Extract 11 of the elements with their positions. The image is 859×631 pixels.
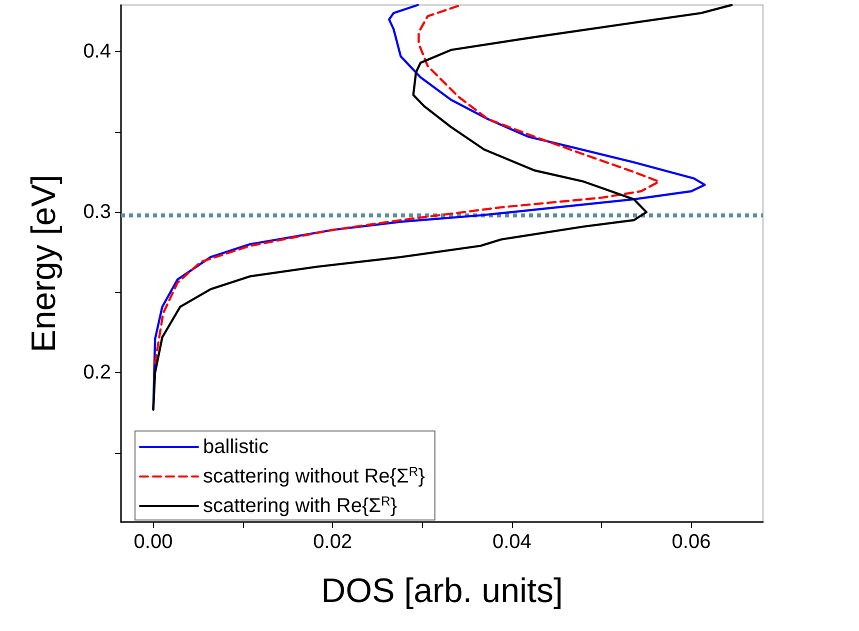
y-tick-label: 0.3 [83, 201, 111, 224]
y-axis-title: Energy [eV] [25, 174, 63, 352]
y-tick-label: 0.4 [83, 40, 111, 63]
y-tick-label: 0.2 [83, 362, 111, 384]
x-tick-label: 0.02 [313, 531, 352, 553]
x-tick-label: 0.04 [492, 531, 532, 553]
legend-label: ballistic [203, 436, 269, 458]
x-axis-title: DOS [arb. units] [321, 572, 563, 610]
x-tick-label: 0.00 [134, 531, 173, 553]
x-tick-label: 0.06 [672, 531, 711, 553]
line-series [154, 4, 660, 364]
